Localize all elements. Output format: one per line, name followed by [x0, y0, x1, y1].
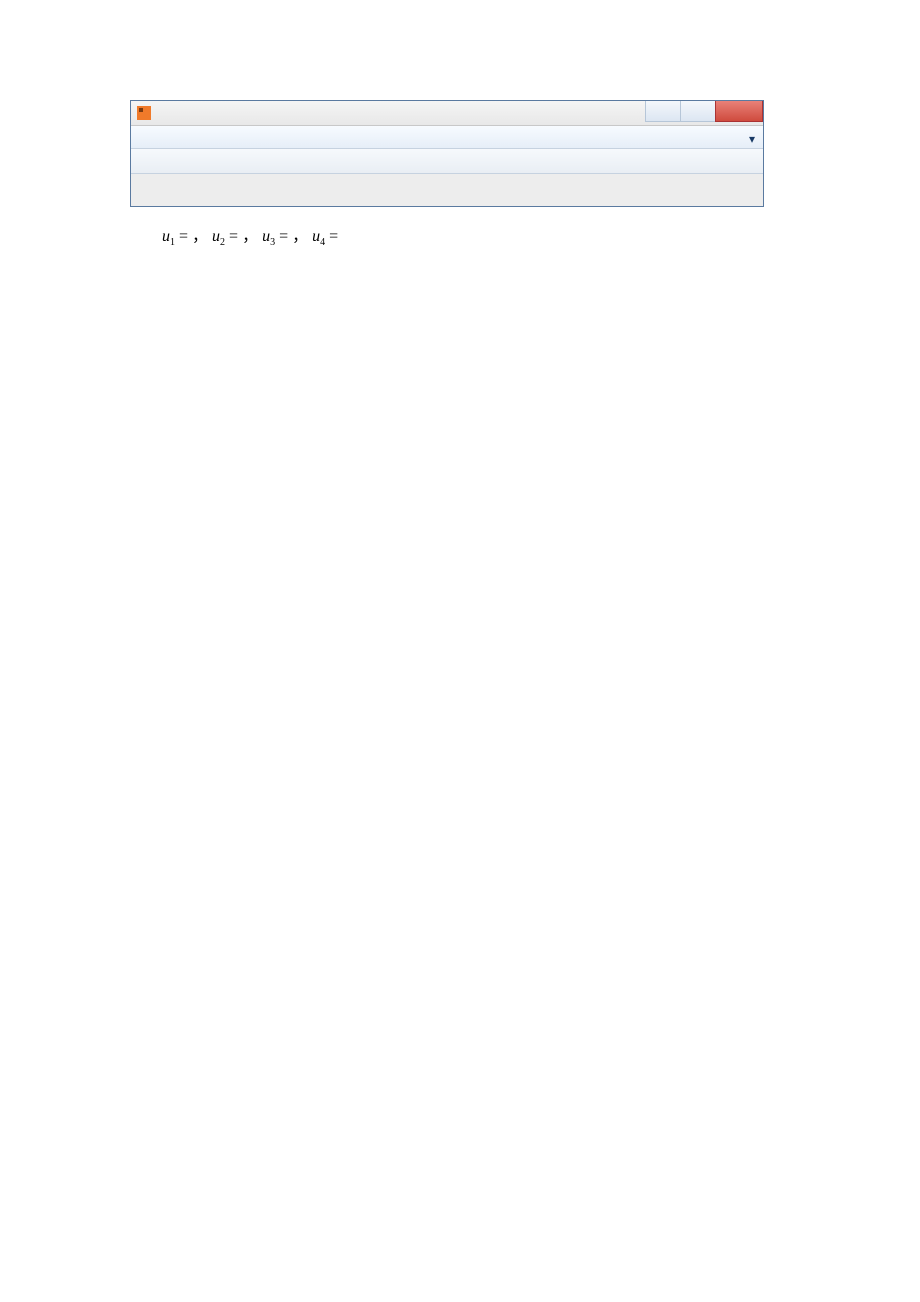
- menubar: ▾: [131, 126, 763, 149]
- matlab-figure-window: ▾: [130, 100, 764, 207]
- plot-area: [131, 174, 763, 206]
- minimize-button[interactable]: [645, 101, 681, 122]
- maximize-button[interactable]: [680, 101, 716, 122]
- menubar-overflow-icon[interactable]: ▾: [749, 132, 759, 142]
- matlab-icon: [137, 106, 151, 120]
- titlebar: [131, 101, 763, 126]
- toolbar: [131, 149, 763, 174]
- close-button[interactable]: [715, 101, 763, 122]
- equation-poles: u1 = ， u2 = ， u3 = ， u4 =: [162, 219, 790, 254]
